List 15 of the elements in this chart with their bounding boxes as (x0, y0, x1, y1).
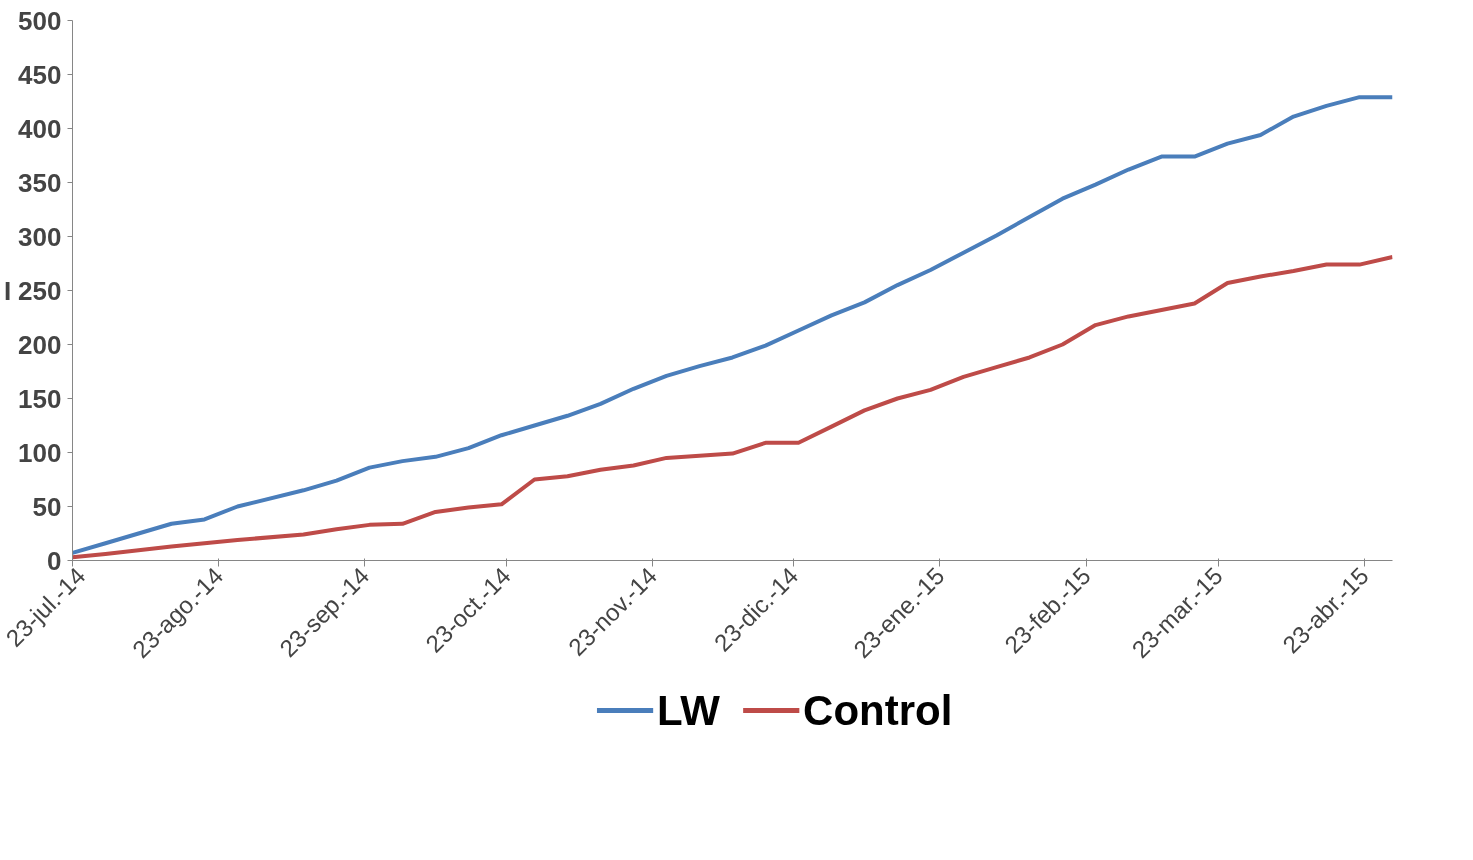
y-tick-label: 100 (18, 437, 62, 468)
y-tick-label: 150 (18, 383, 62, 414)
y-tick-label: 0 (47, 545, 62, 576)
y-tick-label: 450 (18, 59, 62, 90)
y-axis-title: I (3, 275, 12, 306)
y-tick-label: 50 (32, 491, 62, 522)
y-tick-label: 400 (18, 113, 62, 144)
y-tick-label: 300 (18, 221, 62, 252)
y-tick-label: 350 (18, 167, 62, 198)
y-tick-label: 500 (18, 5, 62, 36)
y-tick-label: 250 (18, 275, 62, 306)
legend-label: Control (803, 687, 953, 734)
y-tick-label: 200 (18, 329, 62, 360)
line-series (72, 95, 1393, 555)
legend-label: LW (656, 687, 721, 734)
